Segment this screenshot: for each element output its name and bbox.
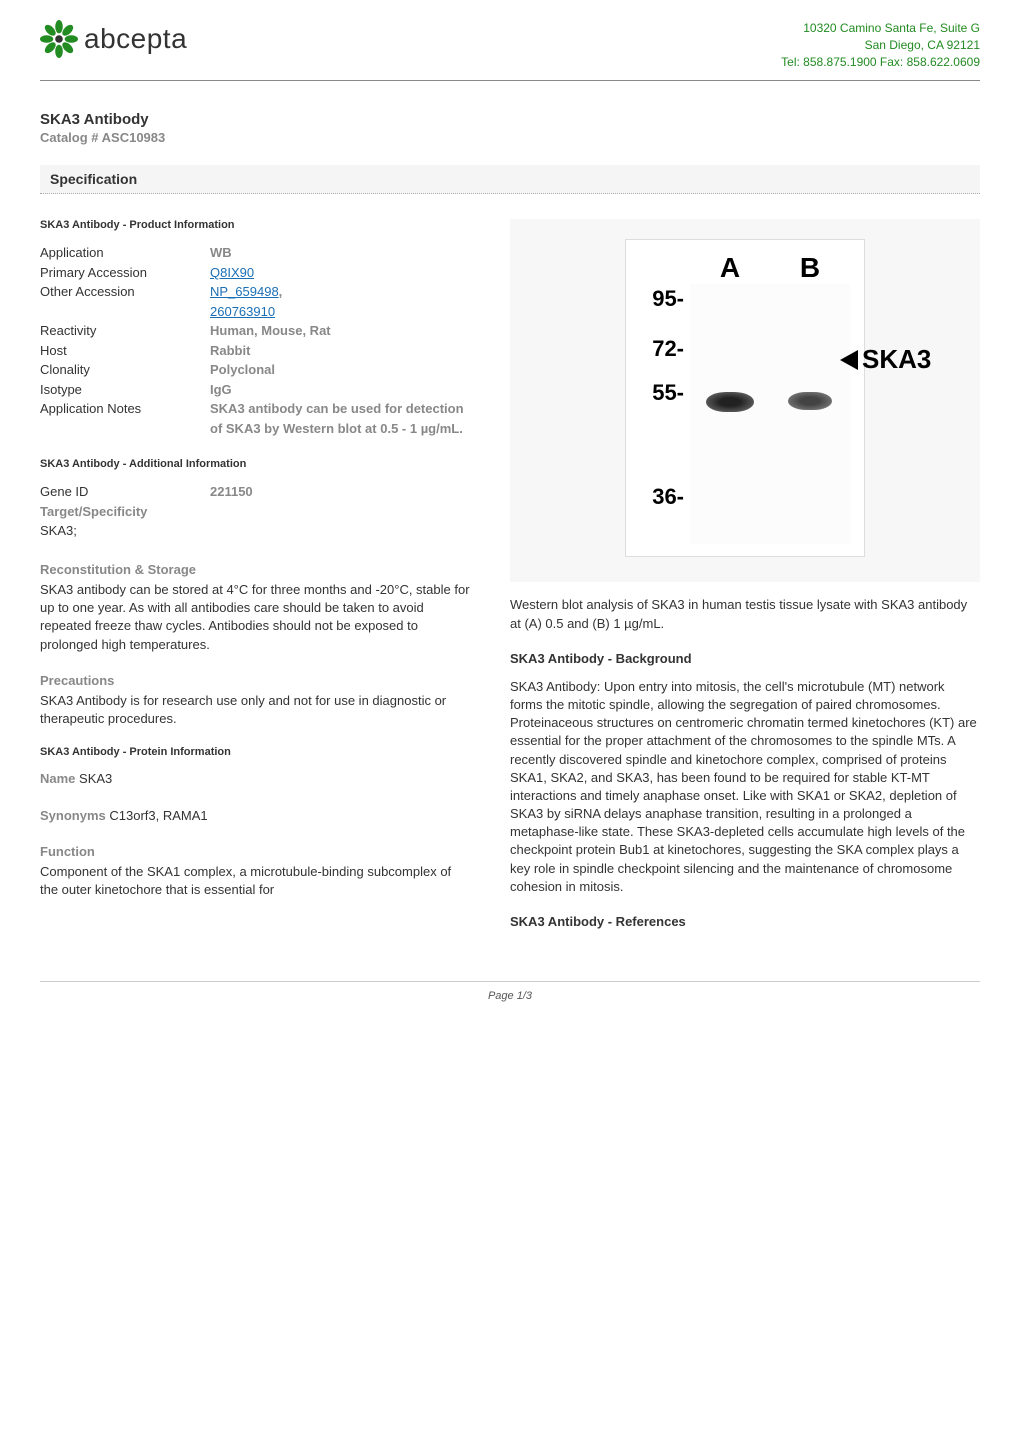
reconstitution-title: Reconstitution & Storage (40, 561, 470, 579)
wb-inner: A B 95- 72- 55- 36- (625, 239, 865, 557)
precautions-title: Precautions (40, 672, 470, 690)
additional-info-head: SKA3 Antibody - Additional Information (40, 458, 470, 470)
accession-link[interactable]: 260763910 (210, 304, 275, 319)
accession-link[interactable]: NP_659498 (210, 284, 279, 299)
kv-val: 221150 (210, 482, 470, 502)
name-label: Name (40, 771, 75, 786)
company-address: 10320 Camino Santa Fe, Suite G San Diego… (781, 20, 980, 70)
kv-key: Host (40, 341, 210, 361)
wb-mark: 55- (640, 380, 690, 406)
logo-text: abcepta (84, 23, 187, 55)
western-blot-figure: A B 95- 72- 55- 36- (510, 219, 980, 582)
kv-key: Clonality (40, 360, 210, 380)
specification-header: Specification (40, 165, 980, 194)
background-body: SKA3 Antibody: Upon entry into mitosis, … (510, 678, 980, 896)
kv-val: SKA3 antibody can be used for detection … (210, 399, 470, 438)
right-column: A B 95- 72- 55- 36- (510, 219, 980, 941)
additional-info-table: Gene ID 221150 Target/Specificity SKA3; (40, 482, 470, 541)
table-row: Primary Accession Q8IX90 (40, 263, 470, 283)
wb-lane-a: A (690, 252, 770, 284)
company-logo: abcepta (40, 20, 187, 58)
wb-lane-b: B (770, 252, 850, 284)
table-row: Other Accession NP_659498, 260763910 (40, 282, 470, 321)
reconstitution-block: Reconstitution & Storage SKA3 antibody c… (40, 561, 470, 654)
wb-mark: 95- (640, 286, 690, 312)
content-columns: SKA3 Antibody - Product Information Appl… (40, 219, 980, 941)
addr-line2: San Diego, CA 92121 (781, 37, 980, 54)
wb-mark: 36- (640, 484, 690, 510)
wb-band-b (788, 392, 832, 410)
table-row: Application WB (40, 243, 470, 263)
kv-key: Gene ID (40, 482, 210, 502)
wb-lane-header: A B (640, 252, 850, 284)
arrow-left-icon (840, 350, 858, 370)
kv-val: WB (210, 243, 470, 263)
table-row: Reactivity Human, Mouse, Rat (40, 321, 470, 341)
function-body: Component of the SKA1 complex, a microtu… (40, 864, 451, 897)
addr-line3: Tel: 858.875.1900 Fax: 858.622.0609 (781, 54, 980, 71)
catalog-number: Catalog # ASC10983 (40, 130, 980, 145)
wb-body: 95- 72- 55- 36- SKA3 (640, 284, 850, 544)
kv-val: IgG (210, 380, 470, 400)
name-val: SKA3 (79, 771, 112, 786)
name-block: Name SKA3 (40, 770, 470, 788)
kv-key: Reactivity (40, 321, 210, 341)
table-row: Gene ID 221150 (40, 482, 470, 502)
table-row: Clonality Polyclonal (40, 360, 470, 380)
precautions-block: Precautions SKA3 Antibody is for researc… (40, 672, 470, 729)
synonyms-label: Synonyms (40, 808, 106, 823)
separator: , (279, 284, 283, 299)
product-title: SKA3 Antibody (40, 111, 980, 128)
page-number: Page 1/3 (488, 990, 532, 1002)
table-row: Host Rabbit (40, 341, 470, 361)
kv-key: Primary Accession (40, 263, 210, 283)
function-label: Function (40, 843, 470, 861)
page: abcepta 10320 Camino Santa Fe, Suite G S… (0, 0, 1020, 1032)
left-column: SKA3 Antibody - Product Information Appl… (40, 219, 470, 941)
reconstitution-body: SKA3 antibody can be stored at 4°C for t… (40, 582, 470, 652)
protein-info-head: SKA3 Antibody - Protein Information (40, 746, 470, 758)
product-info-table: Application WB Primary Accession Q8IX90 … (40, 243, 470, 438)
kv-key: Isotype (40, 380, 210, 400)
references-head: SKA3 Antibody - References (510, 914, 980, 929)
kv-key: Other Accession (40, 282, 210, 321)
background-head: SKA3 Antibody - Background (510, 651, 980, 666)
kv-val: Rabbit (210, 341, 470, 361)
kv-val: Polyclonal (210, 360, 470, 380)
page-footer: Page 1/3 (40, 981, 980, 1002)
table-row: Isotype IgG (40, 380, 470, 400)
accession-link[interactable]: Q8IX90 (210, 265, 254, 280)
kv-key: Application Notes (40, 399, 210, 438)
addr-line1: 10320 Camino Santa Fe, Suite G (781, 20, 980, 37)
kv-val: Human, Mouse, Rat (210, 321, 470, 341)
wb-band-a (706, 392, 754, 412)
page-header: abcepta 10320 Camino Santa Fe, Suite G S… (40, 20, 980, 81)
kv-key: Application (40, 243, 210, 263)
precautions-body: SKA3 Antibody is for research use only a… (40, 693, 446, 726)
table-row: Application Notes SKA3 antibody can be u… (40, 399, 470, 438)
target-spec-val: SKA3; (40, 521, 470, 541)
kv-val: Q8IX90 (210, 263, 470, 283)
wb-target-text: SKA3 (862, 344, 931, 375)
logo-icon (40, 20, 78, 58)
product-info-head: SKA3 Antibody - Product Information (40, 219, 470, 231)
kv-val: NP_659498, 260763910 (210, 282, 470, 321)
wb-markers: 95- 72- 55- 36- (640, 284, 690, 544)
synonyms-val: C13orf3, RAMA1 (109, 808, 207, 823)
synonyms-block: Synonyms C13orf3, RAMA1 (40, 807, 470, 825)
wb-target-label: SKA3 (840, 344, 931, 375)
target-spec-label: Target/Specificity (40, 502, 470, 522)
wb-mark: 72- (640, 336, 690, 362)
figure-caption: Western blot analysis of SKA3 in human t… (510, 596, 980, 632)
wb-gel (690, 284, 850, 544)
function-block: Function Component of the SKA1 complex, … (40, 843, 470, 900)
target-specificity: Target/Specificity SKA3; (40, 502, 470, 541)
